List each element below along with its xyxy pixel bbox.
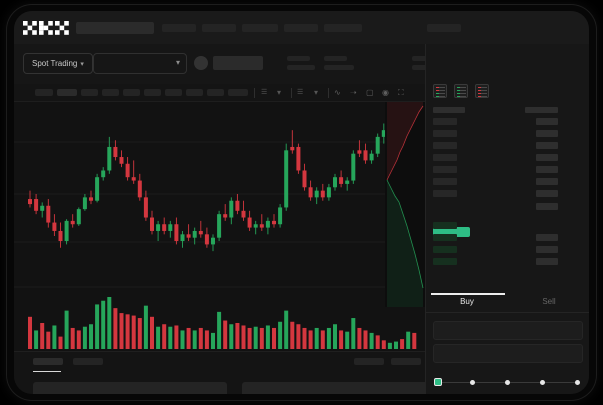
price-chart-container[interactable] — [14, 102, 425, 351]
orders-action-0[interactable] — [354, 358, 384, 365]
orderbook-ask-row[interactable] — [433, 118, 457, 125]
settings-icon[interactable]: ◉ — [382, 88, 389, 97]
amount-slider[interactable] — [434, 377, 582, 387]
market-type-dropdown[interactable]: Spot Trading ▾ — [23, 53, 93, 74]
orderbook-ask-row[interactable] — [536, 142, 558, 149]
timeframe-1[interactable] — [57, 89, 77, 96]
stat-0-value — [287, 65, 315, 70]
chevron-down-icon-2[interactable]: ▾ — [314, 88, 319, 97]
orderbook-trade-panel: Buy Sell — [425, 44, 589, 394]
buy-sell-tabs: Buy Sell — [426, 291, 589, 313]
pair-name-skeleton — [213, 56, 263, 70]
orderbook-ask-row[interactable] — [433, 190, 457, 197]
chevron-down-icon: ▾ — [80, 61, 84, 68]
orderbook-col-header-right — [525, 107, 558, 113]
price-field[interactable] — [433, 321, 583, 340]
amount-field[interactable] — [433, 344, 583, 363]
toolbar-divider-3 — [328, 88, 329, 98]
okx-logo[interactable] — [23, 21, 69, 35]
orderbook-view-modes — [433, 84, 493, 98]
orderbook-ask-row[interactable] — [433, 142, 457, 149]
orderbook-bids-icon[interactable] — [454, 84, 468, 98]
orderbook-ask-row[interactable] — [433, 166, 457, 173]
app-screen: Spot Trading ▾ ▾ — [14, 11, 589, 394]
orders-tab-0-underline — [33, 371, 61, 372]
orders-tab-1[interactable] — [73, 358, 103, 365]
slider-step-25[interactable] — [470, 379, 475, 385]
nav-item-4[interactable] — [284, 24, 318, 32]
orderbook-asks-icon[interactable] — [475, 84, 489, 98]
top-header — [14, 11, 589, 44]
stat-1-label — [324, 56, 347, 61]
compare-icon[interactable]: ☰ — [297, 89, 304, 96]
indicators-icon[interactable]: ☰ — [261, 89, 268, 96]
stat-0-label — [287, 56, 310, 61]
pair-select[interactable]: ▾ — [93, 53, 187, 74]
nav-item-6[interactable] — [427, 24, 461, 32]
nav-item-0[interactable] — [76, 22, 154, 34]
nav-item-1[interactable] — [162, 24, 196, 32]
orderbook-ask-row[interactable] — [536, 178, 558, 185]
orderbook-bid-row[interactable] — [433, 234, 457, 241]
slider-step-75[interactable] — [540, 379, 545, 385]
orders-action-1[interactable] — [391, 358, 421, 365]
slider-step-50[interactable] — [505, 379, 510, 385]
buy-tab-underline — [431, 293, 505, 295]
orderbook-bid-row-right[interactable] — [536, 234, 558, 241]
slider-handle[interactable] — [434, 378, 442, 386]
orderbook-ask-row[interactable] — [433, 178, 457, 185]
timeframe-7[interactable] — [186, 89, 203, 96]
orderbook-bid-row[interactable] — [433, 258, 457, 265]
orderbook-both-icon[interactable] — [433, 84, 447, 98]
tab-buy[interactable]: Buy — [460, 297, 474, 306]
nav-item-3[interactable] — [242, 24, 278, 32]
orderbook-bid-row-right[interactable] — [536, 246, 558, 253]
tab-sell[interactable]: Sell — [542, 297, 556, 306]
timeframe-0[interactable] — [35, 89, 53, 96]
timeframe-8[interactable] — [207, 89, 224, 96]
stat-2-label — [412, 56, 434, 61]
stat-1-value — [324, 65, 354, 70]
depth-chart-overlay — [385, 102, 425, 307]
timeframe-5[interactable] — [144, 89, 161, 96]
timeframe-4[interactable] — [123, 89, 140, 96]
orderbook-col-header-left — [433, 107, 465, 113]
nav-item-2[interactable] — [202, 24, 236, 32]
orderbook-ask-row[interactable] — [433, 154, 457, 161]
fullscreen-icon[interactable]: ⛶ — [398, 88, 404, 97]
orderbook-bid-row-right[interactable] — [536, 258, 558, 265]
orders-tab-0[interactable] — [33, 358, 63, 365]
orderbook-ask-row[interactable] — [536, 190, 558, 197]
orderbook-ask-row[interactable] — [433, 130, 457, 137]
orderbook-bid-row[interactable] — [433, 222, 457, 229]
candlestick-chart[interactable] — [14, 102, 425, 351]
timeframe-2[interactable] — [81, 89, 98, 96]
nav-item-5[interactable] — [324, 24, 362, 32]
orderbook-spread-right — [536, 203, 558, 210]
orderbook-ask-row[interactable] — [536, 154, 558, 161]
coin-avatar — [194, 56, 208, 70]
chevron-down-icon: ▾ — [175, 58, 180, 67]
orderbook-ask-row[interactable] — [536, 130, 558, 137]
slider-step-100[interactable] — [575, 379, 580, 385]
toolbar-divider-2 — [291, 88, 292, 98]
orders-placeholder-0 — [33, 382, 227, 394]
orderbook-ask-row[interactable] — [536, 166, 558, 173]
camera-icon[interactable]: ▢ — [366, 88, 374, 97]
orderbook-bid-row[interactable] — [433, 246, 457, 253]
orderbook-ask-row[interactable] — [536, 118, 558, 125]
magnet-icon[interactable]: ➝ — [350, 88, 357, 97]
timeframe-3[interactable] — [102, 89, 119, 96]
timeframe-9[interactable] — [228, 89, 248, 96]
chevron-down-icon[interactable]: ▾ — [277, 88, 282, 97]
orders-panel — [14, 351, 438, 394]
orders-placeholder-1 — [242, 382, 438, 394]
toolbar-divider-1 — [254, 88, 255, 98]
market-type-label: Spot Trading — [32, 59, 78, 68]
line-style-icon[interactable]: ∿ — [334, 88, 341, 97]
orderbook-current-price — [433, 227, 470, 237]
timeframe-6[interactable] — [165, 89, 182, 96]
